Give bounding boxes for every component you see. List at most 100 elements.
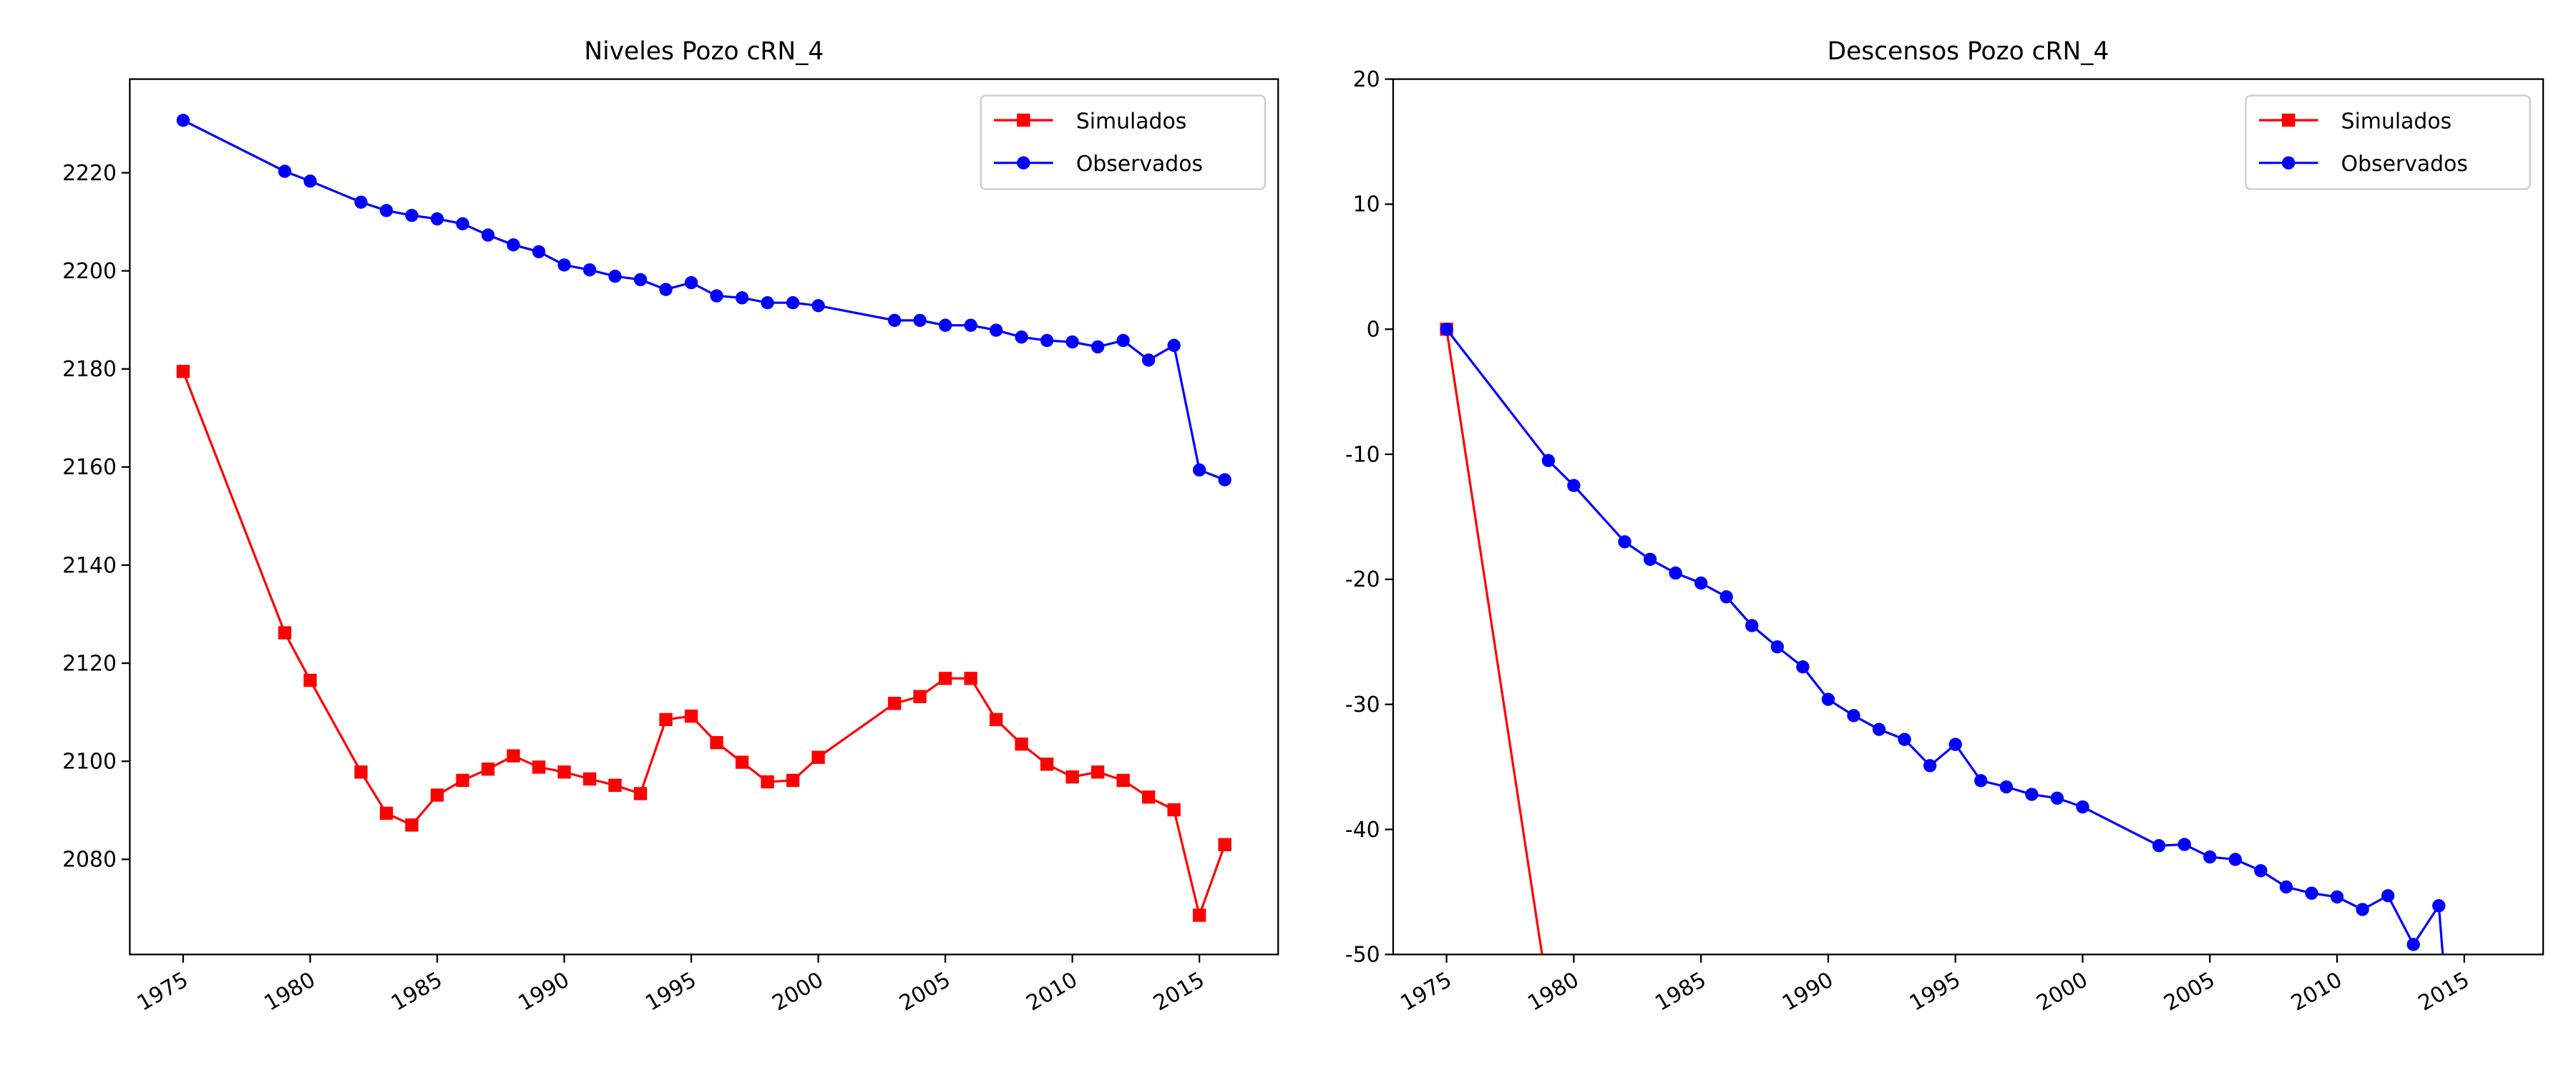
marker (2282, 156, 2296, 170)
marker (2177, 838, 2191, 851)
legend: Simulados Observados (2245, 94, 2531, 190)
marker (1745, 619, 1759, 632)
marker (1017, 156, 1030, 170)
marker (1948, 738, 1962, 751)
marker (684, 275, 698, 290)
y-tick-label: -20 (1345, 567, 1380, 592)
marker (659, 283, 673, 296)
marker (1015, 330, 1028, 344)
y-tick-label: 2120 (62, 651, 117, 676)
marker (811, 750, 825, 764)
marker (1770, 640, 1785, 654)
marker (430, 212, 444, 226)
y-tick-label: 2080 (62, 848, 117, 873)
marker (354, 765, 368, 779)
legend-box (980, 94, 1267, 190)
marker (710, 735, 723, 750)
marker (608, 778, 622, 792)
y-tick-label: -10 (1345, 442, 1380, 467)
marker (633, 787, 648, 800)
y-tick-label: -30 (1345, 692, 1380, 717)
marker (2282, 113, 2296, 127)
y-tick-label: 2220 (62, 161, 117, 186)
marker (278, 165, 292, 178)
marker (1541, 454, 1556, 467)
marker (938, 672, 952, 685)
marker (913, 690, 927, 703)
marker (2203, 850, 2217, 864)
marker (2305, 886, 2318, 900)
marker (735, 291, 749, 305)
plot-area (1440, 323, 2446, 955)
legend-box (2245, 94, 2531, 190)
marker (1040, 758, 1054, 771)
marker (1017, 113, 1030, 127)
y-tick-label: 2200 (62, 259, 117, 284)
marker (633, 273, 648, 287)
marker (481, 228, 495, 242)
marker (2279, 880, 2293, 894)
marker (761, 775, 774, 789)
marker (176, 364, 190, 378)
marker (1040, 333, 1054, 348)
marker (1847, 709, 1860, 722)
marker (430, 788, 444, 802)
marker (1618, 535, 1631, 549)
marker (1999, 780, 2014, 794)
legend-label: Simulados (2341, 109, 2451, 134)
marker (582, 263, 597, 277)
marker (2330, 890, 2344, 904)
marker (507, 238, 520, 252)
marker (887, 313, 902, 328)
marker (303, 174, 317, 188)
marker (913, 313, 927, 328)
marker (659, 712, 673, 727)
marker (2432, 898, 2446, 913)
marker (1643, 552, 1657, 567)
marker (507, 749, 520, 763)
marker (1872, 722, 1886, 736)
marker (557, 765, 571, 779)
marker (989, 712, 1003, 727)
marker (1065, 335, 1079, 349)
marker (1923, 759, 1937, 773)
marker (1091, 340, 1105, 354)
marker (1065, 770, 1079, 784)
marker (1669, 566, 1682, 580)
y-tick-label: 20 (1353, 67, 1380, 92)
marker (2228, 853, 2243, 866)
marker (557, 258, 571, 272)
marker (2025, 788, 2039, 801)
marker (964, 318, 977, 332)
marker (405, 208, 419, 222)
marker (1116, 773, 1130, 788)
marker (354, 195, 368, 209)
marker (379, 806, 394, 820)
marker (786, 773, 800, 788)
marker (1218, 473, 1231, 486)
marker (456, 217, 469, 231)
marker (735, 755, 749, 769)
marker (582, 772, 597, 786)
marker (938, 318, 952, 332)
y-tick-label: 2100 (62, 750, 117, 775)
marker (1141, 353, 1156, 367)
marker (1694, 576, 1708, 590)
axes-frame (1392, 78, 2545, 956)
marker (1719, 590, 1733, 604)
y-tick-label: 10 (1353, 192, 1380, 217)
marker (278, 626, 292, 640)
marker (379, 204, 394, 217)
marker (1192, 908, 1206, 922)
y-tick-label: -50 (1345, 943, 1380, 968)
marker (1167, 338, 1181, 353)
marker (532, 760, 546, 774)
marker (176, 113, 190, 127)
y-tick-label: 0 (1367, 318, 1380, 343)
marker (887, 697, 902, 710)
legend-label: Observados (1076, 152, 1203, 177)
marker (1192, 463, 1206, 477)
marker (2050, 791, 2064, 805)
